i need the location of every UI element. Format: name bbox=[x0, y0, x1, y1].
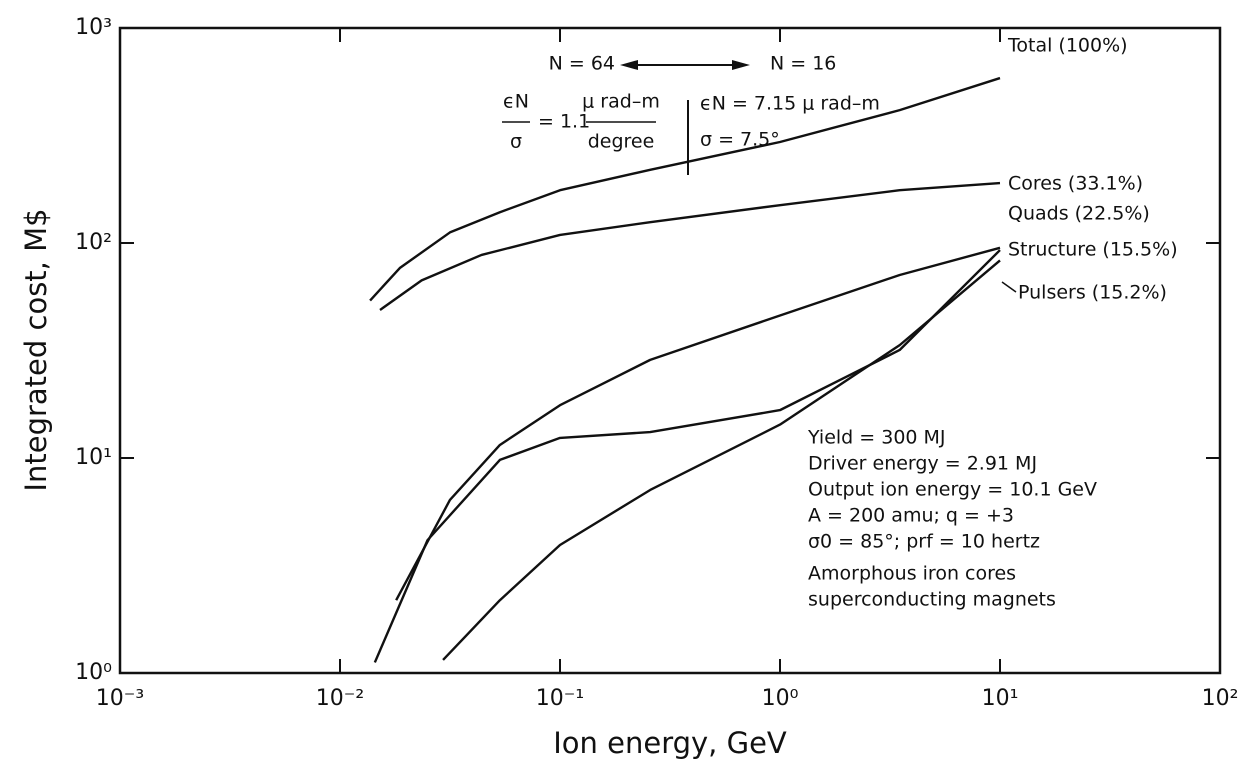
series-line bbox=[395, 246, 1001, 601]
y-axis-title: Integrated cost, M$ bbox=[19, 208, 53, 491]
annotation: = 1.1 bbox=[538, 111, 590, 133]
x-tick-label: 10⁻² bbox=[316, 686, 364, 711]
parameter-line: σ0 = 85°; prf = 10 hertz bbox=[808, 531, 1040, 553]
series-line bbox=[373, 249, 1001, 663]
annotation: σ = 7.5° bbox=[700, 129, 780, 151]
series-line bbox=[379, 181, 1001, 311]
y-tick-label: 10¹ bbox=[75, 445, 112, 470]
series-label: Cores (33.1%) bbox=[1008, 173, 1143, 195]
parameter-line: Amorphous iron cores bbox=[808, 563, 1016, 585]
series-label: Total (100%) bbox=[1007, 35, 1128, 57]
plot-frame bbox=[118, 26, 1222, 675]
annotation: ϵN bbox=[503, 91, 529, 113]
series-label: Pulsers (15.2%) bbox=[1018, 282, 1167, 304]
x-tick-label: 10⁻³ bbox=[96, 686, 144, 711]
x-tick-label: 10⁻¹ bbox=[536, 686, 584, 711]
parameter-line: superconducting magnets bbox=[808, 589, 1056, 611]
x-tick-label: 10⁰ bbox=[762, 686, 799, 711]
parameter-line: A = 200 amu; q = +3 bbox=[808, 505, 1014, 527]
annotation: σ bbox=[510, 131, 522, 153]
series-line bbox=[442, 259, 1001, 661]
y-tick-label: 10³ bbox=[75, 15, 112, 40]
parameter-line: Yield = 300 MJ bbox=[807, 427, 946, 449]
x-tick-label: 10¹ bbox=[982, 686, 1019, 711]
series-label: Structure (15.5%) bbox=[1008, 239, 1178, 261]
parameter-line: Output ion energy = 10.1 GeV bbox=[808, 479, 1097, 501]
annotation: N = 16 bbox=[770, 53, 836, 75]
series-line bbox=[369, 76, 1001, 302]
annotation: N = 64 bbox=[549, 53, 615, 75]
y-tick-label: 10⁰ bbox=[75, 660, 112, 685]
x-axis-title: Ion energy, GeV bbox=[553, 726, 787, 760]
parameter-line: Driver energy = 2.91 MJ bbox=[808, 453, 1037, 475]
x-tick-label: 10² bbox=[1202, 686, 1239, 711]
leader-line bbox=[1001, 281, 1017, 293]
annotation: ϵN = 7.15 μ rad–m bbox=[700, 93, 880, 115]
y-tick-label: 10² bbox=[75, 230, 112, 255]
series-label: Quads (22.5%) bbox=[1008, 203, 1150, 225]
annotation: μ rad–m bbox=[582, 91, 660, 113]
annotation: degree bbox=[588, 131, 655, 153]
